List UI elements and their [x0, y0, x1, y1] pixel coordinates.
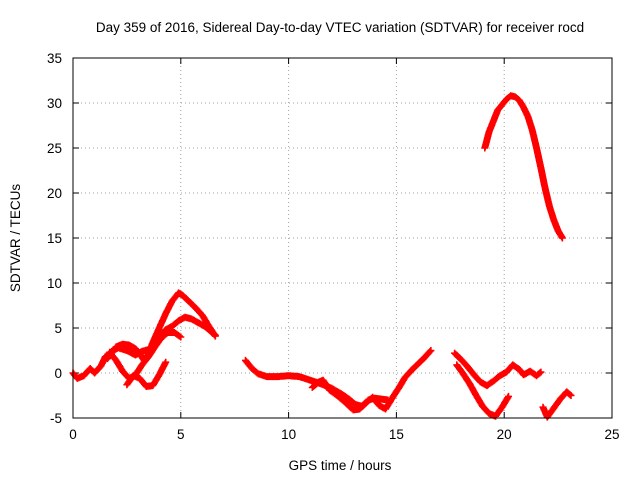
y-axis-label: SDTVAR / TECUs: [8, 184, 23, 293]
y-tick-label: 25: [47, 141, 62, 156]
series-segment-4: [123, 358, 170, 390]
axis-ticks: 0 5 10 15 20 25 -5 0 5 10 15 20 25 30 35: [47, 51, 620, 442]
data-points-segment-4: [123, 358, 170, 390]
data-points-segment-7: [451, 349, 545, 390]
chart-title: Day 359 of 2016, Sidereal Day-to-day VTE…: [96, 20, 584, 35]
series-segment-10: [481, 92, 566, 242]
x-tick-label: 10: [281, 427, 296, 442]
y-tick-label: 5: [54, 321, 62, 336]
series-segment-1: [69, 313, 219, 382]
data-series: [69, 92, 575, 421]
series-segment-8: [453, 361, 512, 420]
data-points-segment-9: [539, 388, 575, 421]
data-points-segment-10: [481, 92, 566, 242]
x-tick-label: 0: [69, 427, 77, 442]
data-points-segment-1: [69, 313, 219, 382]
y-tick-label: 20: [47, 186, 62, 201]
y-tick-label: -5: [50, 411, 62, 426]
series-segment-6: [308, 347, 435, 414]
series-segment-9: [539, 388, 575, 421]
y-tick-label: 30: [47, 96, 62, 111]
x-tick-label: 5: [177, 427, 185, 442]
y-tick-label: 10: [47, 276, 62, 291]
plot-frame: [72, 57, 613, 419]
grid-lines: [73, 58, 612, 418]
data-points-segment-8: [453, 361, 512, 420]
x-tick-label: 15: [389, 427, 404, 442]
x-tick-label: 20: [497, 427, 512, 442]
y-tick-label: 35: [47, 51, 62, 66]
x-axis-label: GPS time / hours: [289, 458, 392, 473]
x-tick-label: 25: [604, 427, 619, 442]
y-tick-label: 0: [54, 366, 62, 381]
series-segment-7: [451, 349, 545, 390]
y-tick-label: 15: [47, 231, 62, 246]
data-points-segment-6: [308, 347, 435, 414]
